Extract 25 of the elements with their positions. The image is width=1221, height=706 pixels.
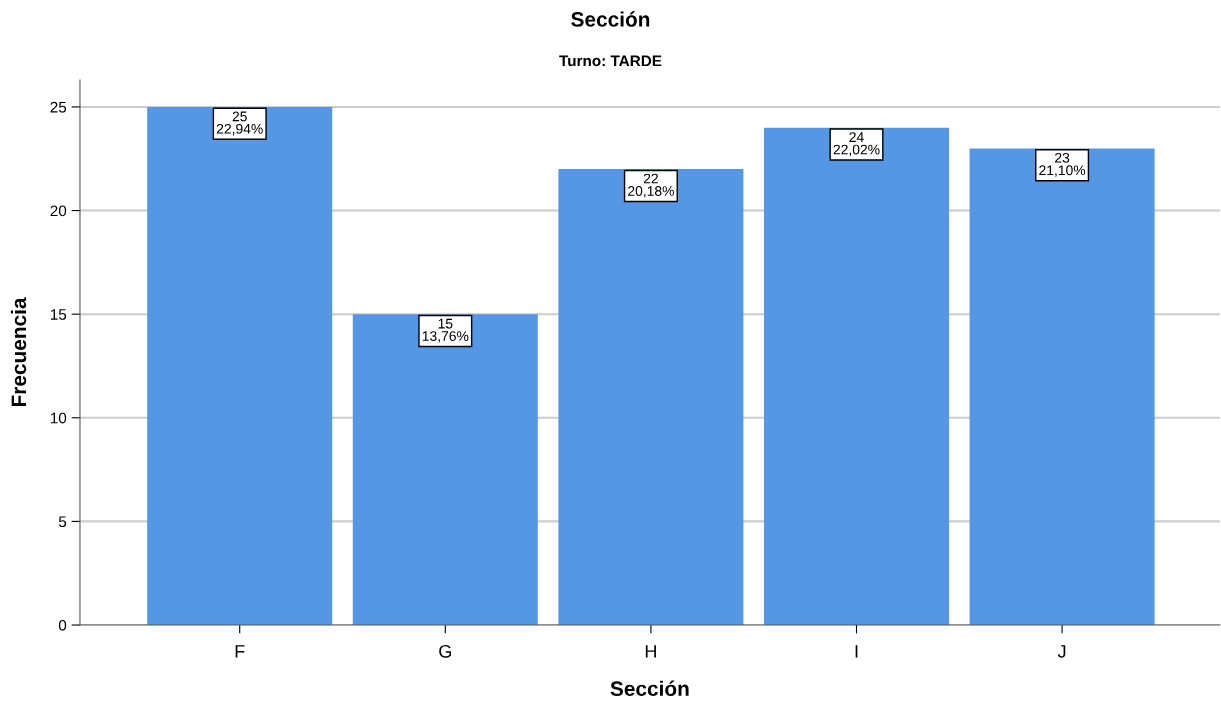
x-tick-label: H xyxy=(645,645,656,658)
bar xyxy=(969,148,1155,626)
x-axis-title: Sección xyxy=(610,680,689,697)
bar xyxy=(352,314,538,626)
y-tick-label: 5 xyxy=(58,516,67,528)
x-tick-label: J xyxy=(1057,645,1066,658)
y-tick-label: 15 xyxy=(50,309,67,320)
y-tick-label: 25 xyxy=(50,101,67,113)
bar xyxy=(147,106,333,626)
data-label: 25 22,94% xyxy=(216,111,263,136)
x-tick-label: I xyxy=(855,645,858,658)
data-label: 23 21,10% xyxy=(1039,152,1086,177)
bar xyxy=(763,127,950,626)
y-tick-label: 10 xyxy=(50,412,67,424)
chart-subtitle: Turno: TARDE xyxy=(559,55,662,67)
data-label: 15 13,76% xyxy=(422,318,469,343)
x-tick-label: F xyxy=(235,645,245,658)
y-axis-title: Frecuencia xyxy=(10,297,27,407)
chart-title: Sección xyxy=(571,11,650,27)
y-tick-label: 20 xyxy=(50,205,67,217)
data-label: 22 20,18% xyxy=(628,173,674,198)
x-tick-label: G xyxy=(439,644,451,658)
bar xyxy=(558,169,744,626)
data-label: 24 22,02% xyxy=(833,132,880,157)
y-tick-label: 0 xyxy=(58,619,67,631)
